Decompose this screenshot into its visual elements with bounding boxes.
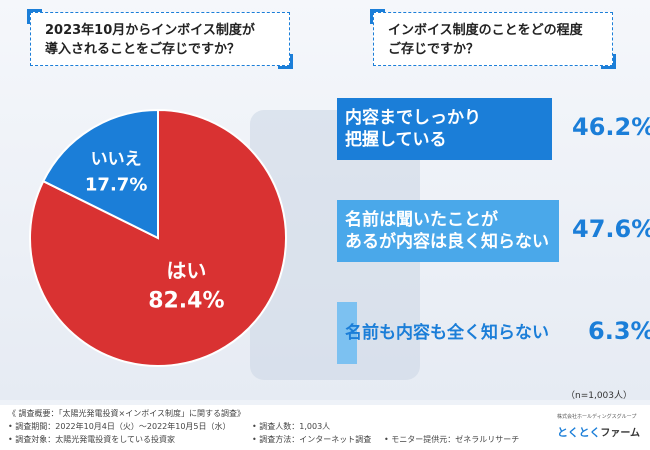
- survey-count: • 調査人数：1,003人: [252, 422, 331, 431]
- bar-value-1: 47.6%: [572, 215, 650, 243]
- bar-1: [337, 200, 559, 262]
- survey-method: • 調査方法：インターネット調査: [252, 435, 372, 444]
- logo-subtitle: 株式会社ホールディングスグループ: [557, 414, 637, 420]
- question-2-line-1: インボイス制度のことをどの程度: [388, 23, 583, 38]
- pie-label-0: はい: [166, 259, 206, 283]
- bar-label-1: 名前は聞いたことが あるが内容は良く知らない: [345, 210, 549, 252]
- pie-label-1: いいえ: [91, 150, 142, 170]
- logo: とくとくファーム: [557, 424, 640, 440]
- question-2-line-2: ご存じですか？: [388, 42, 480, 57]
- survey-period: • 調査期間：2022年10月4日（火）～2022年10月5日（水）: [8, 422, 231, 431]
- bar-label-0: 内容までしっかり 把握している: [345, 108, 481, 150]
- bar-label-2: 名前も内容も全く知らない: [345, 323, 549, 343]
- pie-value-1: 17.7%: [85, 175, 147, 196]
- survey-title: 《 調査概要：「太陽光発電投資×インボイス制度」に関する調査》: [8, 409, 246, 418]
- bar-2: [337, 302, 357, 364]
- logo-brand: とくとく: [557, 426, 601, 439]
- survey-target: • 調査対象：太陽光発電投資をしている投資家: [8, 435, 176, 444]
- survey-provider: • モニター提供元：ゼネラルリサーチ: [384, 435, 520, 444]
- question-2: インボイス制度のことをどの程度 ご存じですか？: [370, 9, 616, 69]
- question-1-line-2: 導入されることをご存じですか？: [45, 42, 241, 57]
- pie-slice-1: [41, 108, 159, 240]
- sample-size-note: （n=1,003人）: [565, 391, 632, 401]
- logo-suffix: ファーム: [600, 428, 641, 439]
- question-1-line-1: 2023年10月からインボイス制度が: [45, 23, 255, 38]
- pie-value-0: 82.4%: [148, 289, 224, 314]
- bar-value-0: 46.2%: [572, 113, 650, 141]
- pie-chart: はい 82.4% いいえ 17.7%: [29, 108, 287, 367]
- footer: 《 調査概要：「太陽光発電投資×インボイス制度」に関する調査》 • 調査期間：2…: [0, 405, 650, 450]
- question-1: 2023年10月からインボイス制度が 導入されることをご存じですか？: [27, 9, 293, 69]
- bar-0: [337, 98, 552, 160]
- bar-value-2: 6.3%: [588, 317, 650, 345]
